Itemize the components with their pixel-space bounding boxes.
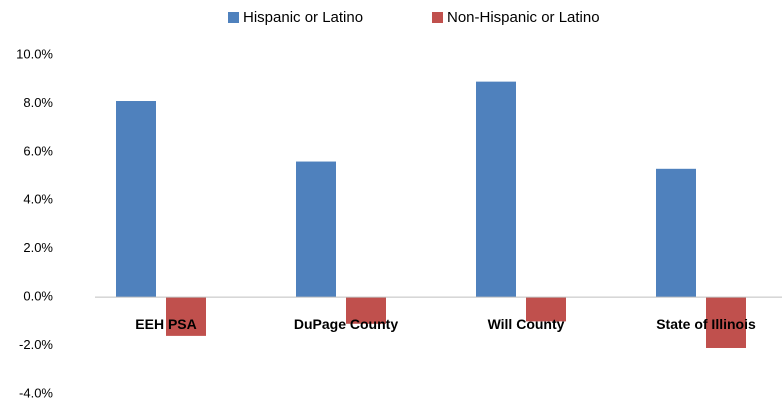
bar [706,297,746,348]
legend-label: Hispanic or Latino [243,9,363,26]
bar [526,297,566,322]
x-tick-label: EEH PSA [135,316,196,332]
y-tick-label: 8.0% [23,95,53,110]
x-tick-label: Will County [488,316,565,332]
bar [166,297,206,336]
y-tick-label: 4.0% [23,192,53,207]
x-tick-label: DuPage County [294,316,398,332]
legend-swatch [228,12,239,23]
y-tick-label: 10.0% [16,46,53,61]
x-tick-label: State of Illinois [656,316,756,332]
bar [476,81,516,298]
y-tick-label: -4.0% [19,385,53,400]
legend-label: Non-Hispanic or Latino [447,9,600,26]
bar [296,161,336,298]
bar [116,101,156,298]
y-tick-label: 2.0% [23,240,53,255]
bar [346,297,386,324]
y-tick-label: -2.0% [19,337,53,352]
y-tick-label: 0.0% [23,289,53,304]
bar [656,168,696,298]
legend-swatch [432,12,443,23]
y-tick-label: 6.0% [23,143,53,158]
